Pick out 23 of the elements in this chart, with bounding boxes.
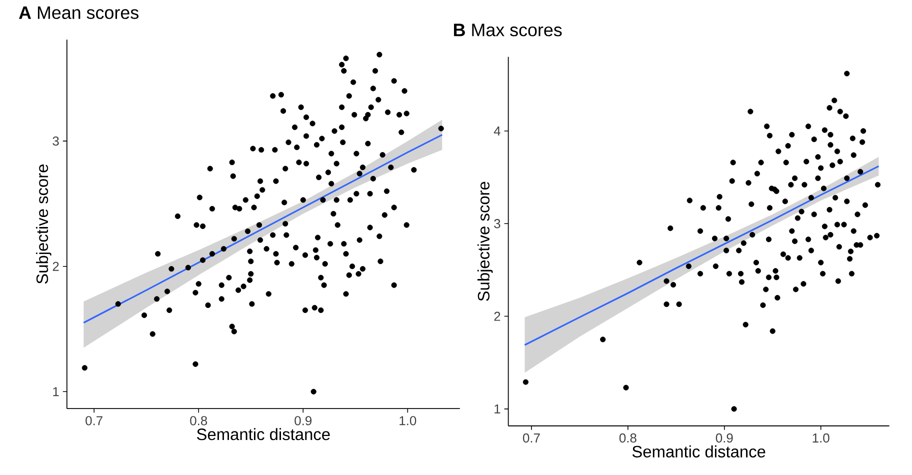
line-series (524, 165, 880, 346)
x-tick-label: 0.9 (716, 433, 733, 443)
y-tick-label: 1 (494, 404, 500, 414)
x-tick-label: 0.8 (190, 416, 208, 426)
x-tick-label: 0.9 (294, 416, 312, 426)
line-series (82, 134, 443, 324)
y-tick-label: 1 (53, 387, 59, 396)
chart-title: A Mean scores (19, 6, 138, 20)
x-axis-title: Semantic distance (632, 445, 766, 458)
x-tick-label: 1.0 (400, 416, 416, 426)
y-axis-title: Subjective score (477, 182, 493, 301)
y-tick-label: 3 (494, 219, 500, 228)
x-tick-label: 0.8 (619, 433, 636, 443)
y-axis-title: Subjective score (36, 164, 52, 284)
y-tick-label: 4 (494, 126, 500, 136)
x-tick-label: 0.7 (86, 416, 102, 426)
y-tick-label: 3 (52, 136, 59, 146)
x-tick-label: 1.0 (812, 433, 830, 443)
y-tick-label: 2 (494, 312, 500, 321)
x-axis-title: Semantic distance (196, 428, 330, 440)
y-tick-label: 2 (52, 262, 59, 271)
chart-title: B Max scores (454, 24, 562, 36)
x-tick-label: 0.7 (522, 433, 540, 443)
